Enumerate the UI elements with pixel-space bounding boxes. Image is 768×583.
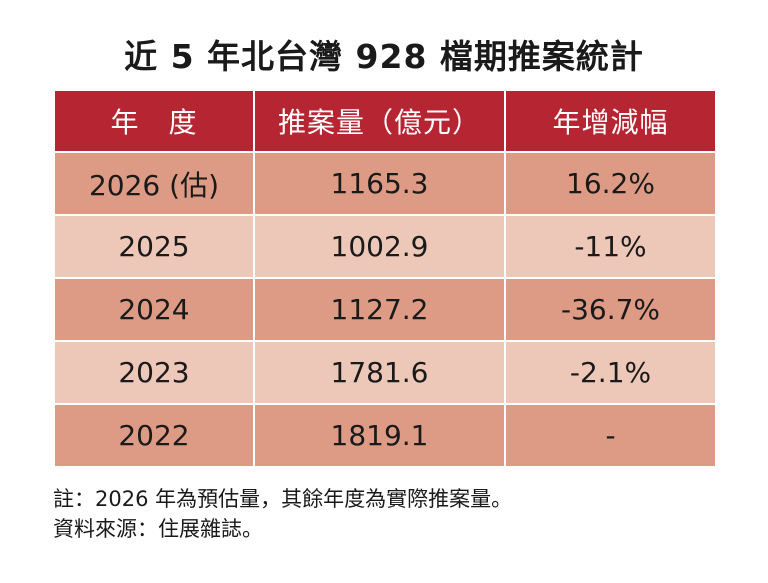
table-row: 2022 1819.1 - (53, 403, 717, 468)
page-title: 近 5 年北台灣 928 檔期推案統計 (124, 37, 644, 76)
table-row: 2025 1002.9 -11% (53, 214, 717, 279)
cell-year: 2026 (估) (53, 151, 255, 216)
cell-volume: 1781.6 (253, 340, 506, 405)
cell-year: 2022 (53, 403, 255, 468)
footnote-estimate: 註：2026 年為預估量，其餘年度為實際推案量。 (53, 487, 513, 511)
header-year: 年 度 (53, 89, 255, 153)
cell-volume: 1127.2 (253, 277, 506, 342)
header-volume: 推案量（億元） (253, 89, 506, 153)
cell-volume: 1002.9 (253, 214, 506, 279)
footnote-source: 資料來源：住展雜誌。 (53, 517, 263, 541)
cell-volume: 1165.3 (253, 151, 506, 216)
cell-change: - (504, 403, 717, 468)
cell-year: 2025 (53, 214, 255, 279)
cell-year: 2023 (53, 340, 255, 405)
footnotes: 註：2026 年為預估量，其餘年度為實際推案量。 資料來源：住展雜誌。 (53, 484, 512, 544)
stats-table: 年 度 推案量（億元） 年增減幅 2026 (估) 1165.3 16.2% 2… (53, 89, 717, 468)
cell-change: -2.1% (504, 340, 717, 405)
cell-change: -11% (504, 214, 717, 279)
table-row: 2024 1127.2 -36.7% (53, 277, 717, 342)
table-header-row: 年 度 推案量（億元） 年增減幅 (53, 89, 717, 153)
cell-year: 2024 (53, 277, 255, 342)
cell-change: -36.7% (504, 277, 717, 342)
table-row: 2023 1781.6 -2.1% (53, 340, 717, 405)
cell-volume: 1819.1 (253, 403, 506, 468)
header-change: 年增減幅 (504, 89, 717, 153)
table-row: 2026 (估) 1165.3 16.2% (53, 151, 717, 216)
cell-change: 16.2% (504, 151, 717, 216)
